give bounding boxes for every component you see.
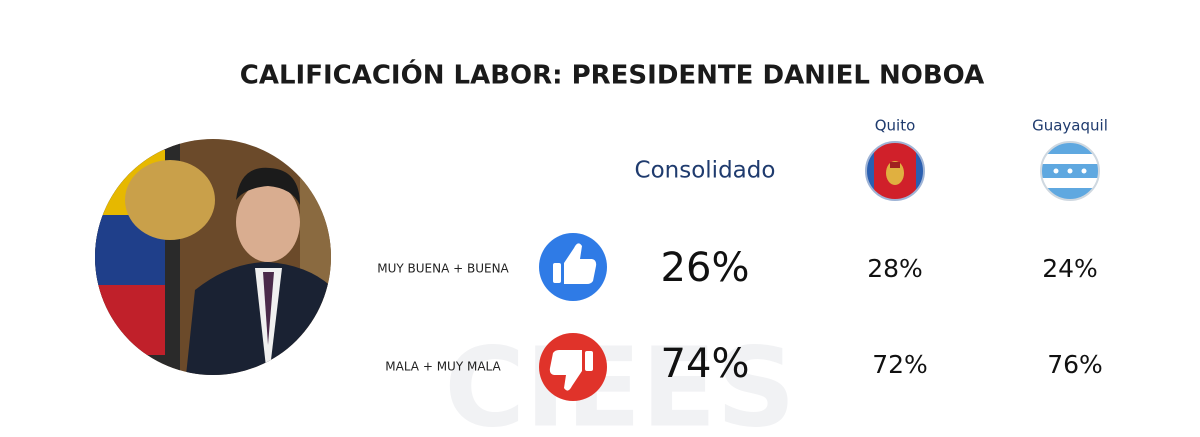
cell-value: 76% (1047, 350, 1103, 379)
column-header: Guayaquil (1032, 117, 1108, 135)
row-label: MUY BUENA + BUENA (377, 262, 509, 276)
cell-value: 28% (867, 254, 923, 283)
row-label: MALA + MUY MALA (385, 360, 501, 374)
watermark: CIEES (444, 323, 795, 437)
title: CALIFICACIÓN LABOR: PRESIDENTE DANIEL NO… (240, 59, 984, 91)
thumbs-up-icon (539, 233, 607, 301)
cell-value: 24% (1042, 254, 1098, 283)
guayaquil-flag-border (1040, 141, 1100, 201)
column-header: Consolidado (635, 158, 776, 184)
column-header: Quito (875, 117, 916, 135)
cell-value: 26% (661, 245, 750, 291)
cell-value: 72% (872, 350, 928, 379)
quito-flag (866, 142, 924, 200)
quito-flag-border (865, 141, 925, 201)
cell-value: 74% (661, 341, 750, 387)
thumbs-down-icon (539, 333, 607, 401)
